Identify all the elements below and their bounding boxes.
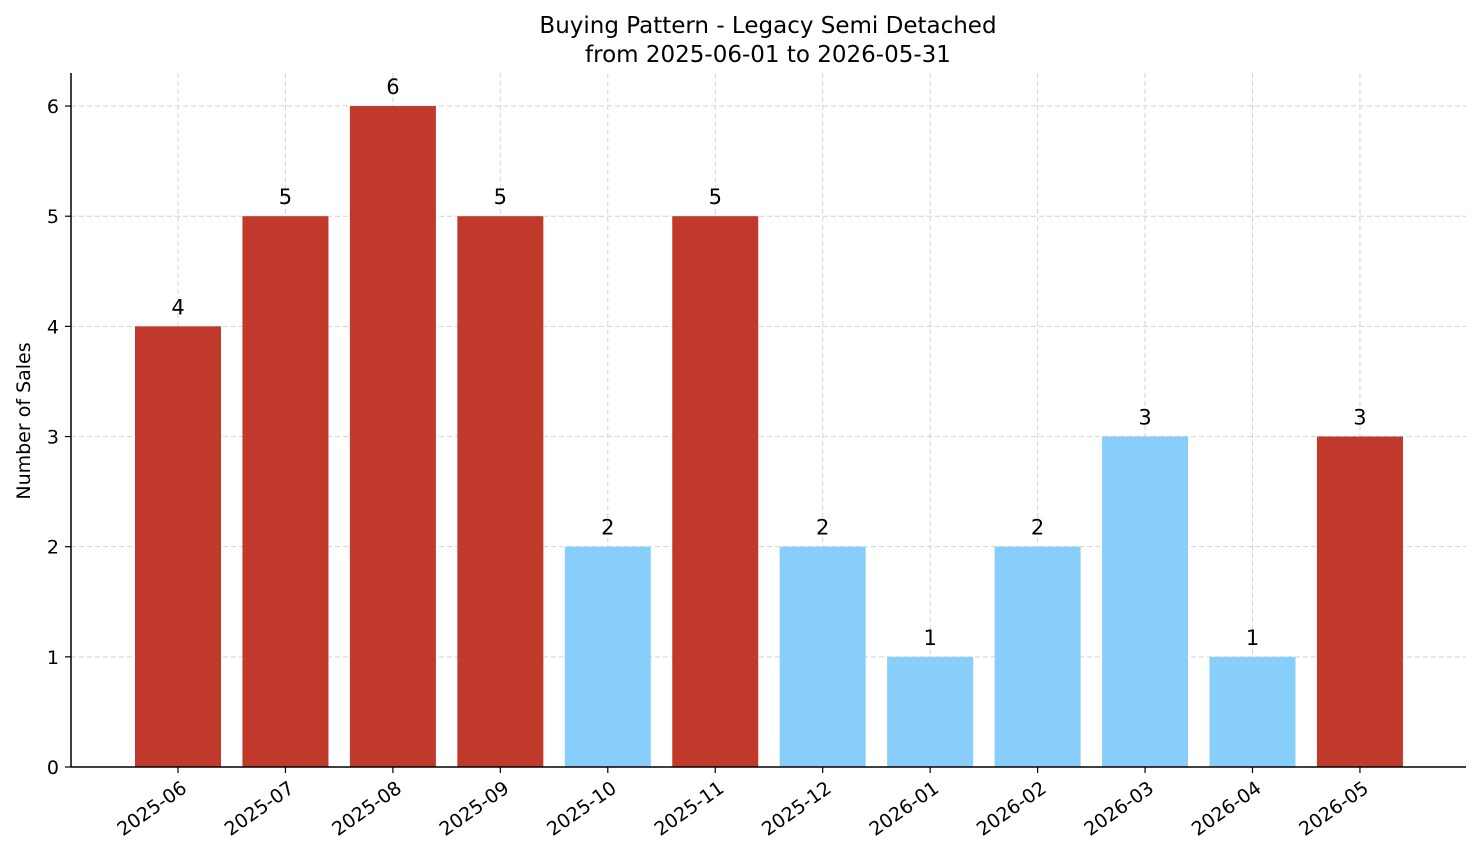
bar-value-label: 3 [1353,406,1366,430]
y-tick-label: 4 [47,316,59,338]
data-labels: 4 5 6 5 2 5 2 1 2 3 1 3 [171,75,1366,650]
y-axis-label: Number of Sales [13,342,35,499]
bar-value-label: 5 [709,185,722,209]
x-tick-label: 2026-05 [1295,777,1373,841]
bar-2025-12 [779,546,866,767]
bar-2026-02 [994,546,1081,767]
bar-2026-05 [1316,436,1403,767]
bar-2025-06 [135,326,221,767]
bars [135,106,1403,768]
y-tick-label: 6 [47,96,59,118]
bar-2025-09 [457,216,544,767]
chart-subtitle: from 2025-06-01 to 2026-05-31 [585,42,951,68]
x-tick-label: 2026-01 [865,777,943,841]
bar-value-label: 2 [1031,516,1044,540]
x-tick-label: 2025-11 [650,777,728,841]
bar-value-label: 2 [601,516,614,540]
x-tick-label: 2025-07 [221,777,299,841]
x-tick-label: 2025-08 [328,777,406,841]
y-tick-label: 3 [47,427,59,449]
bar-value-label: 6 [386,75,399,99]
x-tick-label: 2026-03 [1080,777,1158,841]
grid-lines [71,73,1466,767]
bar-2025-08 [349,106,436,768]
bar-2025-07 [242,216,329,767]
chart-title: Buying Pattern - Legacy Semi Detached [539,13,996,39]
y-tick-label: 1 [47,647,59,669]
x-tick-label: 2025-10 [543,777,621,841]
bar-value-label: 5 [279,185,292,209]
bar-2026-04 [1209,656,1296,767]
bar-2026-01 [887,656,974,767]
bar-2025-11 [672,216,759,767]
x-tick-label: 2025-09 [436,777,514,841]
bar-value-label: 1 [1246,626,1259,650]
x-tick-label: 2026-02 [973,777,1051,841]
bar-2025-10 [564,546,651,767]
y-tick-label: 2 [47,537,59,559]
x-tick-label: 2026-04 [1188,777,1266,841]
y-tick-label: 0 [47,757,59,779]
bar-2026-03 [1102,436,1189,767]
y-tick-label: 5 [47,206,59,228]
bar-value-label: 2 [816,516,829,540]
bar-value-label: 5 [494,185,507,209]
bar-value-label: 4 [171,295,184,319]
x-tick-label: 2025-12 [758,777,836,841]
bar-value-label: 1 [923,626,936,650]
x-tick-label: 2025-06 [113,777,191,841]
bar-value-label: 3 [1138,406,1151,430]
